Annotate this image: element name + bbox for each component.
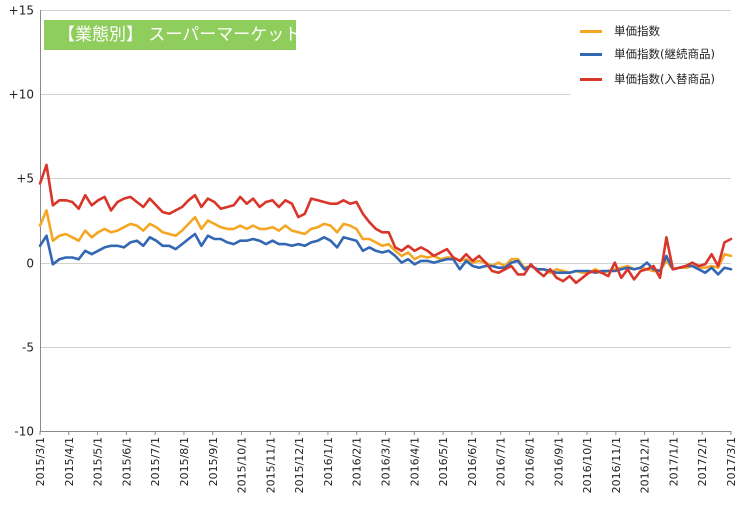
legend-item: 単価指数(入替商品) xyxy=(570,68,715,90)
chart-title: 【業態別】 スーパーマーケット xyxy=(44,20,301,50)
axes xyxy=(39,10,732,435)
x-tick-label: 2016/2/1 xyxy=(351,437,364,486)
y-tick-label: 0 xyxy=(26,257,34,271)
x-tick-label: 2017/3/1 xyxy=(725,437,735,486)
series-line xyxy=(38,209,733,275)
legend-swatch xyxy=(580,52,602,56)
legend-item: 単価指数(継続商品) xyxy=(570,43,715,65)
x-tick-label: 2015/11/1 xyxy=(264,437,277,493)
x-tick-label: 2016/9/1 xyxy=(552,437,565,486)
y-tick-label: -10 xyxy=(14,425,34,439)
y-tick-label: +15 xyxy=(9,4,34,18)
x-tick-label: 2015/12/1 xyxy=(293,437,306,493)
x-tick-label: 2016/12/1 xyxy=(639,437,652,493)
legend-label: 単価指数 xyxy=(614,24,660,38)
x-tick-label: 2016/7/1 xyxy=(495,437,508,486)
y-tick-label: +5 xyxy=(16,172,34,186)
x-tick-label: 2015/9/1 xyxy=(207,437,220,486)
x-tick-label: 2016/4/1 xyxy=(408,437,421,486)
x-tick-labels: 2015/3/1 2015/4/1 2015/5/1 2015/6/1 2015/7/1… xyxy=(34,437,735,493)
legend-swatch xyxy=(580,29,602,33)
y-tick-label: -5 xyxy=(22,341,34,355)
y-tick-labels: -10 -5 0 +5 +10 +15 xyxy=(9,4,34,439)
x-tick-label: 2015/10/1 xyxy=(236,437,249,493)
x-tick-label: 2016/5/1 xyxy=(437,437,450,486)
x-tick-label: 2015/6/1 xyxy=(120,437,133,486)
y-tick-label: +10 xyxy=(9,88,34,102)
x-tick-label: 2015/4/1 xyxy=(63,437,76,486)
legend: 単価指数 単価指数(継続商品) 単価指数(入替商品) xyxy=(570,14,735,96)
x-tick-label: 2017/2/1 xyxy=(696,437,709,486)
series-line xyxy=(38,163,733,285)
x-tick-label: 2016/1/1 xyxy=(322,437,335,486)
x-tick-label: 2016/10/1 xyxy=(581,437,594,493)
x-tick-label: 2015/8/1 xyxy=(178,437,191,486)
series-lines xyxy=(38,163,733,285)
series-line xyxy=(38,232,733,276)
x-tick-label: 2016/6/1 xyxy=(466,437,479,486)
x-tick-label: 2016/8/1 xyxy=(523,437,536,486)
x-tick-label: 2015/5/1 xyxy=(92,437,105,486)
legend-label: 単価指数(入替商品) xyxy=(614,72,715,86)
legend-label: 単価指数(継続商品) xyxy=(614,47,715,61)
x-tick-label: 2016/3/1 xyxy=(380,437,393,486)
x-tick-label: 2017/1/1 xyxy=(667,437,680,486)
x-tick-label: 2015/3/1 xyxy=(34,437,47,486)
x-tick-label: 2015/7/1 xyxy=(149,437,162,486)
x-tick-label: 2016/11/1 xyxy=(610,437,623,493)
legend-swatch xyxy=(580,77,602,81)
legend-item: 単価指数 xyxy=(570,20,660,42)
